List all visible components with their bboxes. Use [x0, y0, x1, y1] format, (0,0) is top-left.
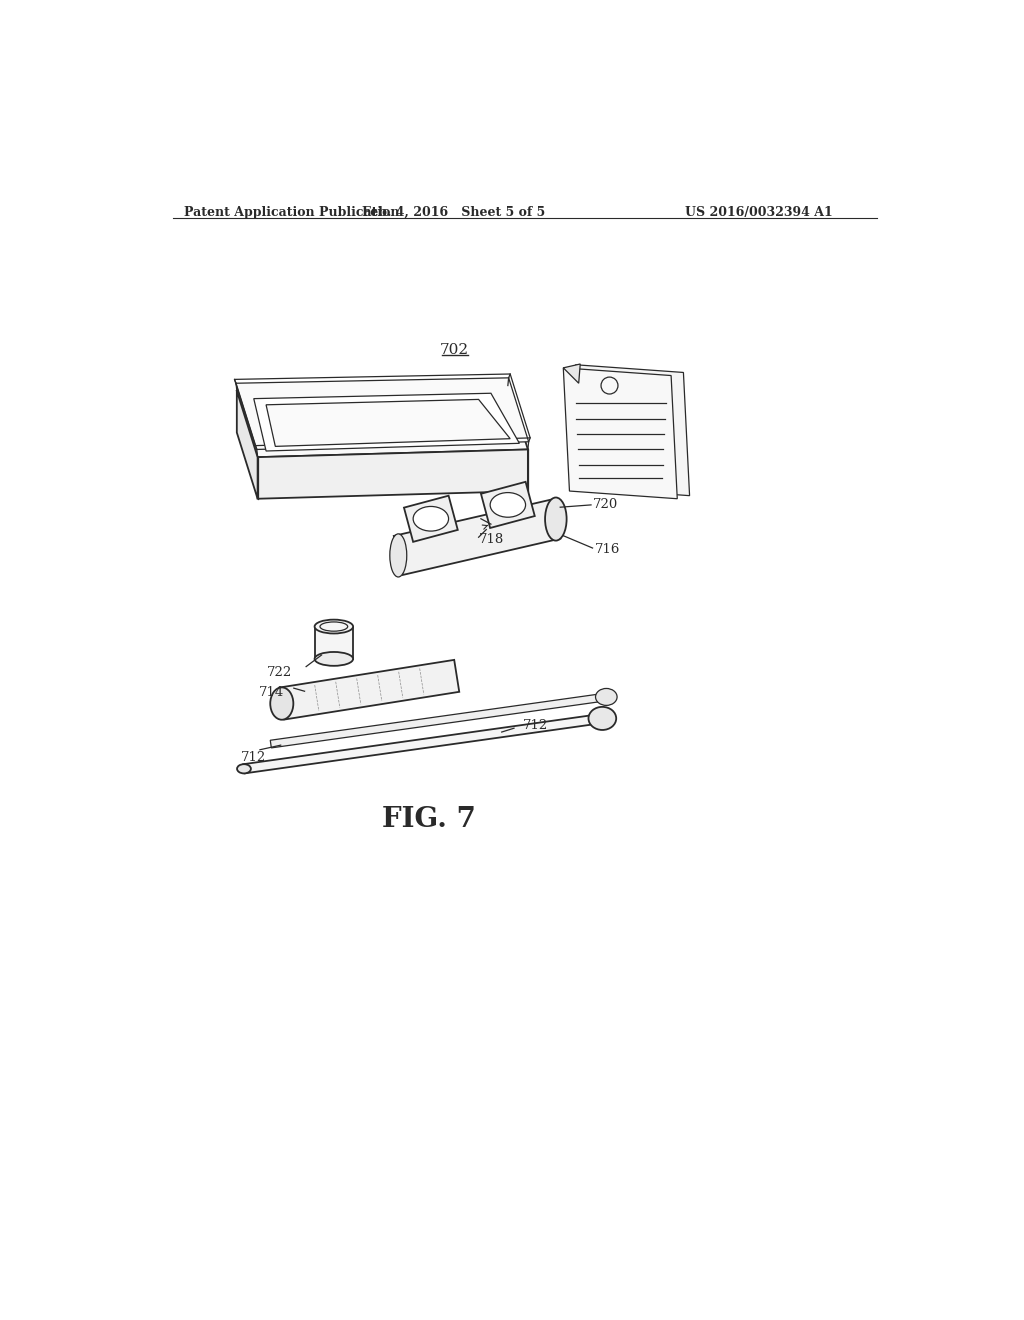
Polygon shape — [563, 368, 677, 499]
Polygon shape — [394, 499, 560, 576]
Polygon shape — [254, 393, 519, 451]
Ellipse shape — [314, 652, 353, 665]
Ellipse shape — [390, 533, 407, 577]
Ellipse shape — [596, 689, 617, 705]
Text: 720: 720 — [593, 498, 617, 511]
Ellipse shape — [545, 498, 566, 541]
Polygon shape — [481, 482, 535, 528]
Ellipse shape — [314, 619, 353, 634]
Text: Patent Application Publication: Patent Application Publication — [184, 206, 400, 219]
Polygon shape — [563, 364, 581, 383]
Polygon shape — [244, 714, 603, 774]
Text: 718: 718 — [478, 533, 504, 546]
Polygon shape — [237, 378, 528, 449]
Polygon shape — [270, 693, 607, 748]
Text: 714: 714 — [259, 685, 285, 698]
Text: 702: 702 — [439, 343, 469, 358]
Polygon shape — [280, 660, 459, 719]
Polygon shape — [575, 364, 689, 496]
Polygon shape — [237, 385, 528, 457]
Text: US 2016/0032394 A1: US 2016/0032394 A1 — [685, 206, 833, 219]
Ellipse shape — [589, 708, 616, 730]
Ellipse shape — [490, 492, 525, 517]
Ellipse shape — [270, 688, 293, 719]
Ellipse shape — [237, 764, 251, 774]
Text: 722: 722 — [267, 667, 292, 680]
Polygon shape — [237, 391, 258, 499]
Ellipse shape — [413, 507, 449, 531]
Text: 712: 712 — [241, 751, 266, 764]
Text: Feb. 4, 2016   Sheet 5 of 5: Feb. 4, 2016 Sheet 5 of 5 — [362, 206, 546, 219]
Polygon shape — [258, 449, 528, 499]
Polygon shape — [314, 627, 353, 659]
Text: 712: 712 — [523, 719, 549, 733]
Text: 716: 716 — [595, 543, 621, 556]
Text: FIG. 7: FIG. 7 — [382, 805, 476, 833]
Polygon shape — [266, 400, 510, 446]
Polygon shape — [403, 496, 458, 541]
